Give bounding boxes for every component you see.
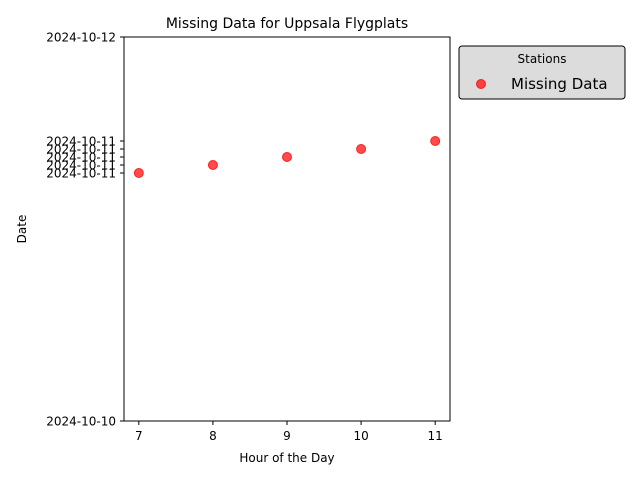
y-axis-label: Date — [15, 215, 29, 244]
legend-entry: Missing Data — [511, 75, 608, 93]
y-tick-label: 2024-10-10 — [46, 415, 116, 429]
x-tick-label: 8 — [209, 429, 217, 443]
legend-box — [458, 45, 626, 100]
chart-title: Missing Data for Uppsala Flygplats — [166, 16, 408, 32]
legend-marker — [476, 79, 486, 89]
x-tick-label: 10 — [353, 429, 368, 443]
x-tick-label: 9 — [283, 429, 291, 443]
plot-frame — [123, 36, 451, 422]
y-tick-label: 2024-10-11 — [46, 143, 116, 157]
x-axis-label: Hour of the Day — [239, 451, 334, 465]
y-tick-label: 2024-10-11 — [46, 151, 116, 165]
data-point — [356, 144, 367, 154]
data-point — [282, 152, 292, 162]
legend-title: Stations — [518, 52, 567, 66]
x-tick-label: 7 — [135, 429, 143, 443]
data-point — [430, 136, 441, 146]
plot-area — [123, 36, 451, 422]
y-tick-label: 2024-10-12 — [46, 31, 116, 45]
data-point — [133, 168, 144, 178]
data-points — [133, 136, 441, 178]
y-tick-label: 2024-10-11 — [46, 159, 116, 173]
x-axis: 7 8 9 10 11 — [135, 421, 443, 443]
y-tick-label: 2024-10-11 — [46, 167, 116, 181]
y-axis: 2024-10-102024-10-112024-10-112024-10-11… — [46, 31, 124, 429]
x-tick-label: 11 — [428, 429, 443, 443]
legend: Stations Missing Data — [458, 45, 626, 100]
data-point — [207, 160, 218, 170]
y-tick-label: 2024-10-11 — [46, 135, 116, 149]
